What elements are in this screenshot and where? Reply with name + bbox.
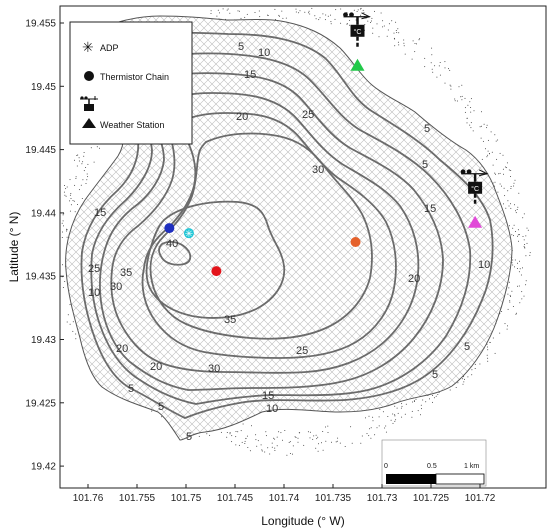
contour-label: 35 — [224, 314, 236, 326]
adp-marker — [183, 228, 194, 239]
x-tick-label: 101.755 — [119, 493, 156, 504]
x-tick-label: 101.74 — [269, 493, 300, 504]
contour-label: 10 — [258, 47, 270, 59]
contour-label: 15 — [244, 69, 256, 81]
thermistor-chain-marker — [211, 266, 222, 277]
contour-label: 5 — [186, 431, 192, 443]
x-tick-label: 101.725 — [413, 493, 450, 504]
contour-label: 10 — [478, 259, 490, 271]
legend-thermistor-label: Thermistor Chain — [100, 72, 169, 82]
contour-10 — [90, 52, 472, 405]
thermistor-chain-marker — [164, 223, 175, 234]
contour-15 — [99, 72, 444, 391]
contour-label: 5 — [432, 369, 438, 381]
thermistor-chain-marker — [350, 237, 361, 248]
y-tick-label: 19.445 — [25, 145, 56, 156]
contour-label: 5 — [128, 383, 134, 395]
adp-asterisk-icon: ✳ — [185, 229, 193, 240]
scale-bar-zero: 0 — [384, 463, 388, 470]
x-tick-label: 101.735 — [315, 493, 352, 504]
y-tick-label: 19.43 — [31, 335, 56, 346]
contour-label: 5 — [422, 159, 428, 171]
contour-label: 20 — [150, 361, 162, 373]
thermistor-legend-icon — [84, 71, 94, 81]
x-tick-label: 101.73 — [367, 493, 398, 504]
contour-label: 5 — [464, 341, 470, 353]
contour-label: 20 — [116, 343, 128, 355]
contour-label: 30 — [110, 281, 122, 293]
weather-station-legend-icon — [80, 96, 98, 128]
adp-legend-icon: ✳ — [82, 40, 94, 56]
contour-label: 30 — [208, 363, 220, 375]
contour-label: 15 — [424, 203, 436, 215]
contour-label: 15 — [262, 390, 274, 402]
contour-label: 25 — [302, 109, 314, 121]
contour-label: 5 — [158, 401, 164, 413]
y-tick-label: 19.42 — [31, 462, 56, 473]
y-axis-label: Latitude (° N) — [7, 212, 21, 283]
contour-label: 20 — [408, 273, 420, 285]
instrument-markers: ✳ °C °C — [164, 12, 489, 277]
contour-35 — [145, 200, 286, 319]
legend-adp-label: ADP — [100, 43, 119, 53]
contour-label: 5 — [238, 41, 244, 53]
y-tick-label: 19.425 — [25, 398, 56, 409]
contour-40 — [158, 241, 192, 266]
x-axis-ticks: 101.76 101.755 101.75 101.745 101.74 101.735 1… — [73, 484, 496, 504]
x-tick-label: 101.76 — [73, 493, 104, 504]
contour-label: 35 — [120, 267, 132, 279]
scale-bar-one: 1 km — [464, 463, 479, 470]
contour-label: 10 — [266, 403, 278, 415]
scale-bar-half: 0.5 — [427, 463, 437, 470]
weather-station-marker: °C — [460, 169, 489, 228]
scale-bar-segment-black — [386, 474, 436, 484]
legend-weather-label: Weather Station — [100, 120, 164, 130]
contour-label: 20 — [236, 111, 248, 123]
x-tick-label: 101.745 — [217, 493, 254, 504]
weather-station-unit: °C — [354, 28, 362, 36]
scale-bar-segment-white — [435, 473, 485, 485]
contour-label: 25 — [296, 345, 308, 357]
contour-label-group: 5 10 15 20 25 30 15 40 25 35 30 10 35 20… — [88, 41, 490, 443]
y-axis-ticks: 19.455 19.45 19.445 19.44 19.435 19.43 19.425 1… — [25, 19, 64, 473]
contour-5 — [80, 31, 494, 419]
weather-station-triangle — [468, 215, 483, 228]
y-tick-label: 19.455 — [25, 19, 56, 30]
legend: ✳ ADP Thermistor Chain Weather Station — [69, 21, 193, 145]
scale-bar: 0 0.5 1 km — [381, 439, 487, 487]
contour-label: 10 — [88, 287, 100, 299]
weather-station-triangle — [350, 58, 365, 71]
weather-station-unit: °C — [471, 185, 479, 193]
weather-station-marker: °C — [343, 12, 371, 71]
contour-label: 30 — [312, 164, 324, 176]
y-tick-label: 19.435 — [25, 272, 56, 283]
x-axis-label: Longitude (° W) — [261, 514, 345, 528]
contour-20 — [110, 92, 420, 374]
contour-label: 5 — [424, 123, 430, 135]
x-tick-label: 101.72 — [465, 493, 496, 504]
y-tick-label: 19.45 — [31, 82, 56, 93]
contour-30 — [149, 132, 373, 340]
x-tick-label: 101.75 — [171, 493, 202, 504]
y-tick-label: 19.44 — [31, 208, 56, 219]
contour-label: 25 — [88, 263, 100, 275]
contour-label: 15 — [94, 207, 106, 219]
contour-label: 40 — [166, 238, 178, 250]
